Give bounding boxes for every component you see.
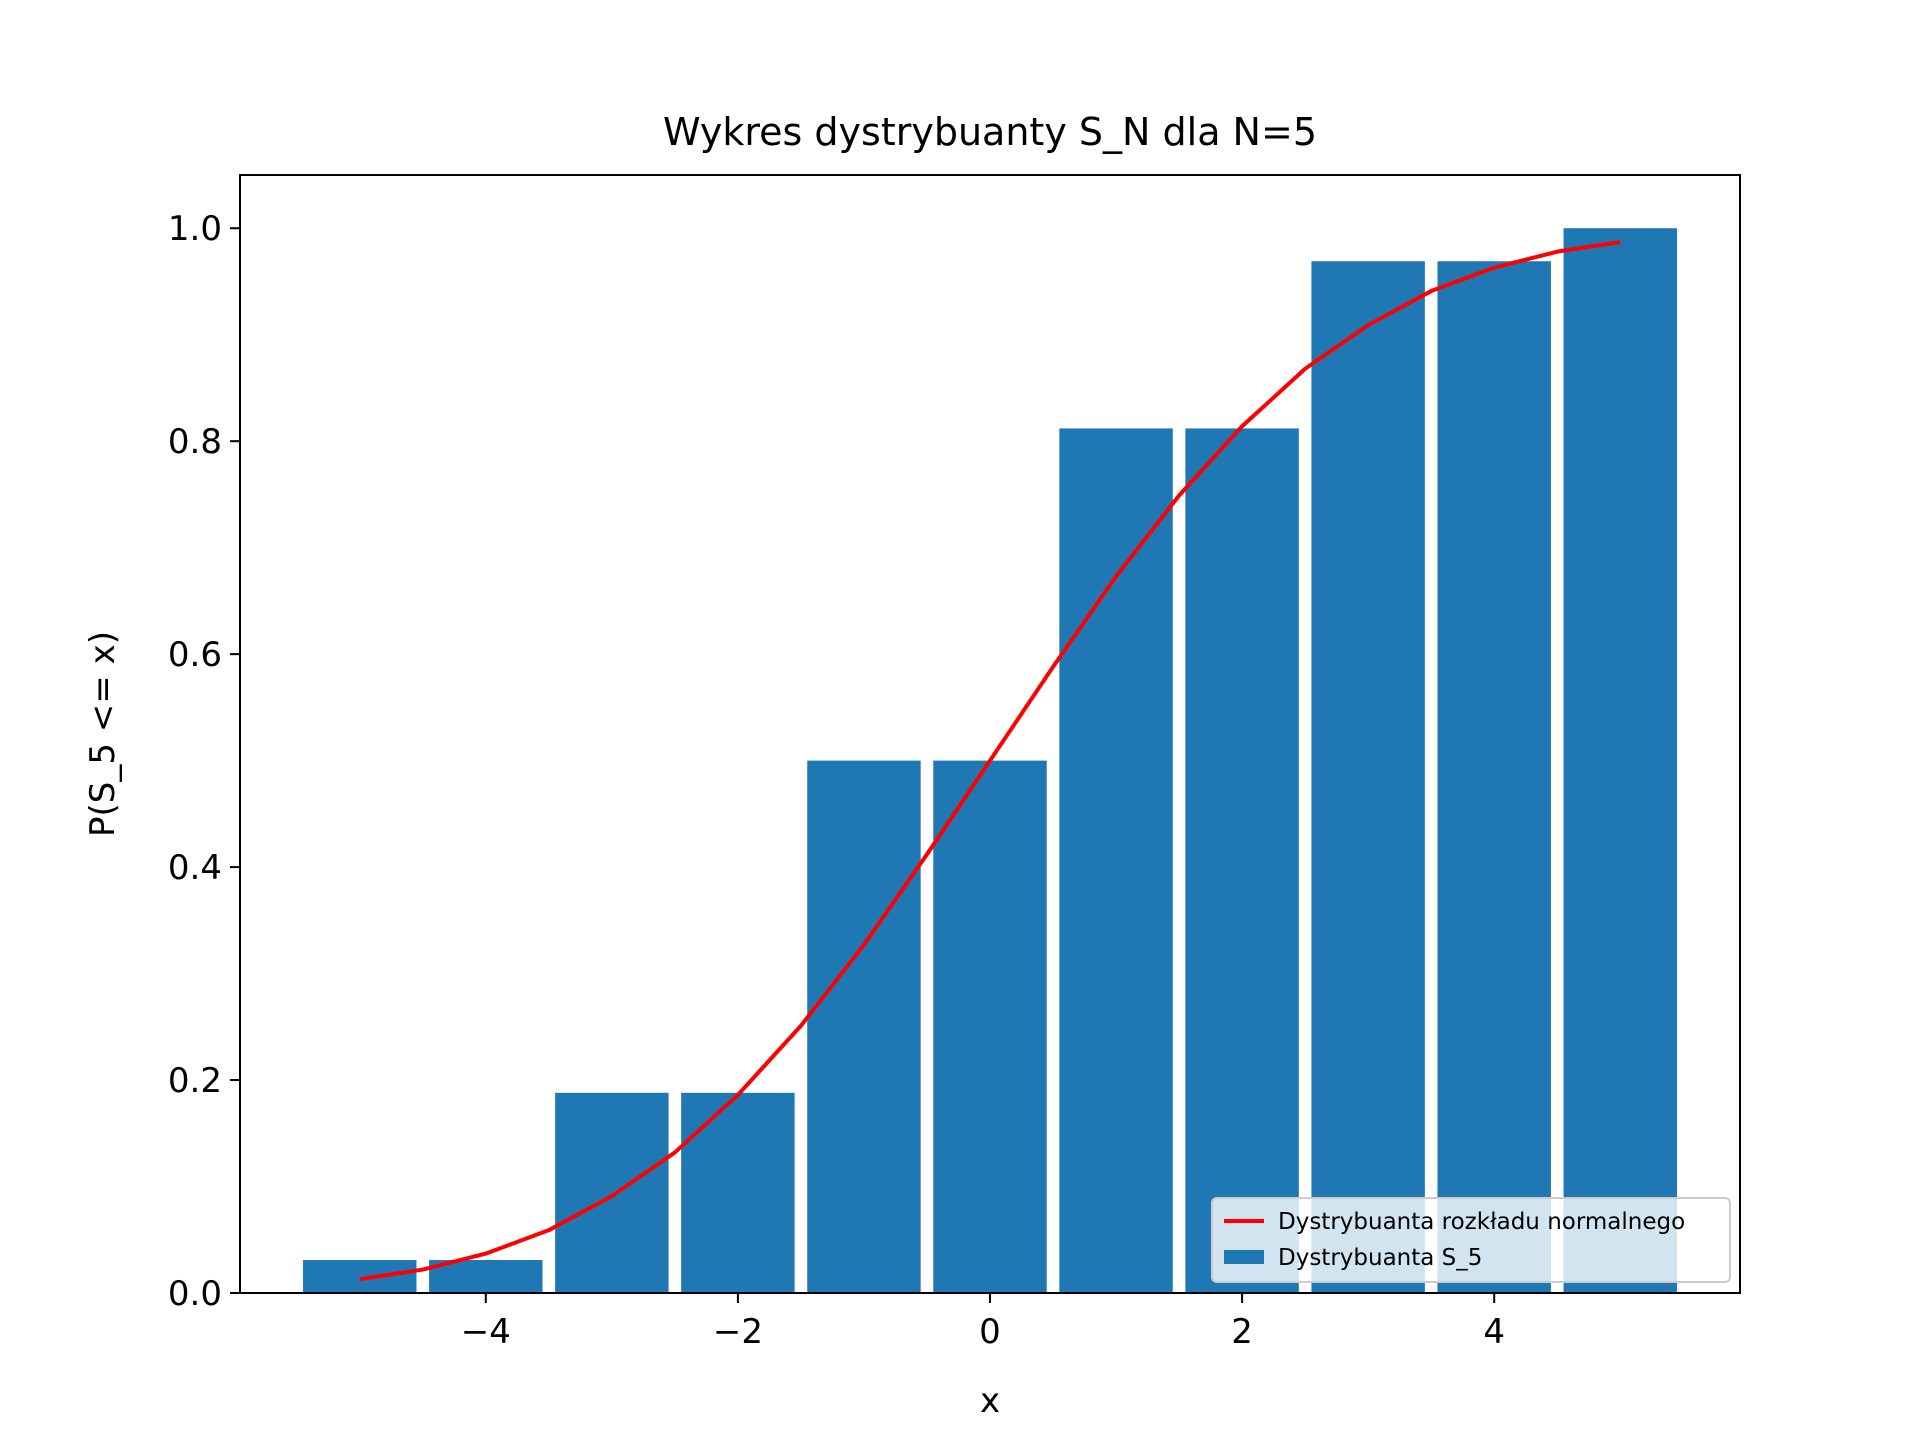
y-tick-label: 0.6	[168, 635, 222, 675]
bar	[555, 1092, 669, 1293]
bar	[303, 1259, 417, 1293]
bar	[1563, 228, 1677, 1294]
legend-box	[1211, 1197, 1731, 1283]
bar	[681, 1092, 795, 1293]
y-tick-label: 1.0	[168, 209, 222, 249]
x-tick-label: −2	[713, 1312, 763, 1352]
bar	[429, 1259, 543, 1293]
y-tick-label: 0.8	[168, 422, 222, 462]
legend-label-normal-cdf: Dystrybuanta rozkładu normalnego	[1278, 1209, 1685, 1235]
x-tick-label: −4	[461, 1312, 511, 1352]
y-tick-label: 0.4	[168, 848, 222, 888]
bar	[1059, 428, 1173, 1293]
normal-cdf-line	[359, 240, 1621, 1282]
bar	[1185, 428, 1299, 1293]
legend: Dystrybuanta rozkładu normalnego Dystrybu…	[1211, 1197, 1731, 1283]
chart-title: Wykres dystrybuanty S_N dla N=5	[663, 110, 1317, 154]
x-tick-label: 4	[1483, 1312, 1505, 1352]
y-tick-label: 0.0	[168, 1274, 222, 1314]
y-axis: 0.0 0.2 0.4 0.6 0.8 1.0	[168, 209, 240, 1314]
x-tick-label: 0	[979, 1312, 1001, 1352]
bar	[1311, 261, 1425, 1293]
y-tick-label: 0.2	[168, 1061, 222, 1101]
bar	[933, 760, 1047, 1293]
bar	[1437, 261, 1551, 1293]
x-tick-label: 2	[1231, 1312, 1253, 1352]
legend-label-s5: Dystrybuanta S_5	[1278, 1245, 1482, 1271]
bar	[807, 760, 921, 1293]
bar-series	[303, 228, 1677, 1294]
x-axis-label: x	[980, 1381, 1000, 1421]
y-axis-label: P(S_5 <= x)	[83, 631, 123, 837]
line-series	[359, 240, 1621, 1282]
x-axis: −4 −2 0 2 4	[461, 1293, 1505, 1352]
legend-bar-swatch	[1224, 1250, 1264, 1264]
